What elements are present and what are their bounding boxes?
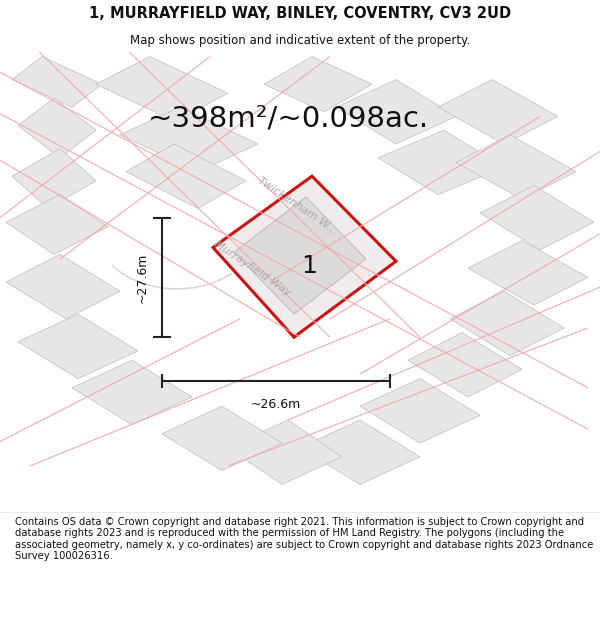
Polygon shape (213, 176, 396, 338)
Polygon shape (120, 107, 258, 172)
Polygon shape (378, 130, 504, 194)
Polygon shape (234, 197, 366, 314)
Text: ~27.6m: ~27.6m (136, 253, 149, 302)
Polygon shape (18, 314, 138, 379)
Polygon shape (468, 241, 588, 305)
Polygon shape (408, 332, 522, 397)
Polygon shape (6, 254, 120, 319)
Text: ~26.6m: ~26.6m (251, 398, 301, 411)
Polygon shape (228, 420, 342, 484)
Polygon shape (450, 291, 564, 356)
Text: 1: 1 (301, 254, 317, 278)
Text: Contains OS data © Crown copyright and database right 2021. This information is : Contains OS data © Crown copyright and d… (15, 516, 593, 561)
Polygon shape (456, 135, 576, 199)
Polygon shape (336, 79, 456, 144)
Polygon shape (12, 149, 96, 208)
Polygon shape (360, 379, 480, 443)
Polygon shape (264, 57, 372, 112)
Polygon shape (6, 194, 108, 254)
Polygon shape (162, 406, 282, 471)
Polygon shape (480, 186, 594, 250)
Polygon shape (72, 360, 192, 424)
Polygon shape (96, 57, 228, 121)
Text: Map shows position and indicative extent of the property.: Map shows position and indicative extent… (130, 34, 470, 47)
Text: 1, MURRAYFIELD WAY, BINLEY, COVENTRY, CV3 2UD: 1, MURRAYFIELD WAY, BINLEY, COVENTRY, CV… (89, 6, 511, 21)
Text: Twickenham W...: Twickenham W... (256, 176, 338, 236)
Polygon shape (300, 420, 420, 484)
Polygon shape (18, 98, 96, 158)
Text: Murrayfield Way: Murrayfield Way (212, 239, 292, 298)
Polygon shape (12, 57, 102, 108)
Polygon shape (126, 144, 246, 208)
Polygon shape (438, 79, 558, 144)
Text: ~398m²/~0.098ac.: ~398m²/~0.098ac. (148, 105, 428, 132)
